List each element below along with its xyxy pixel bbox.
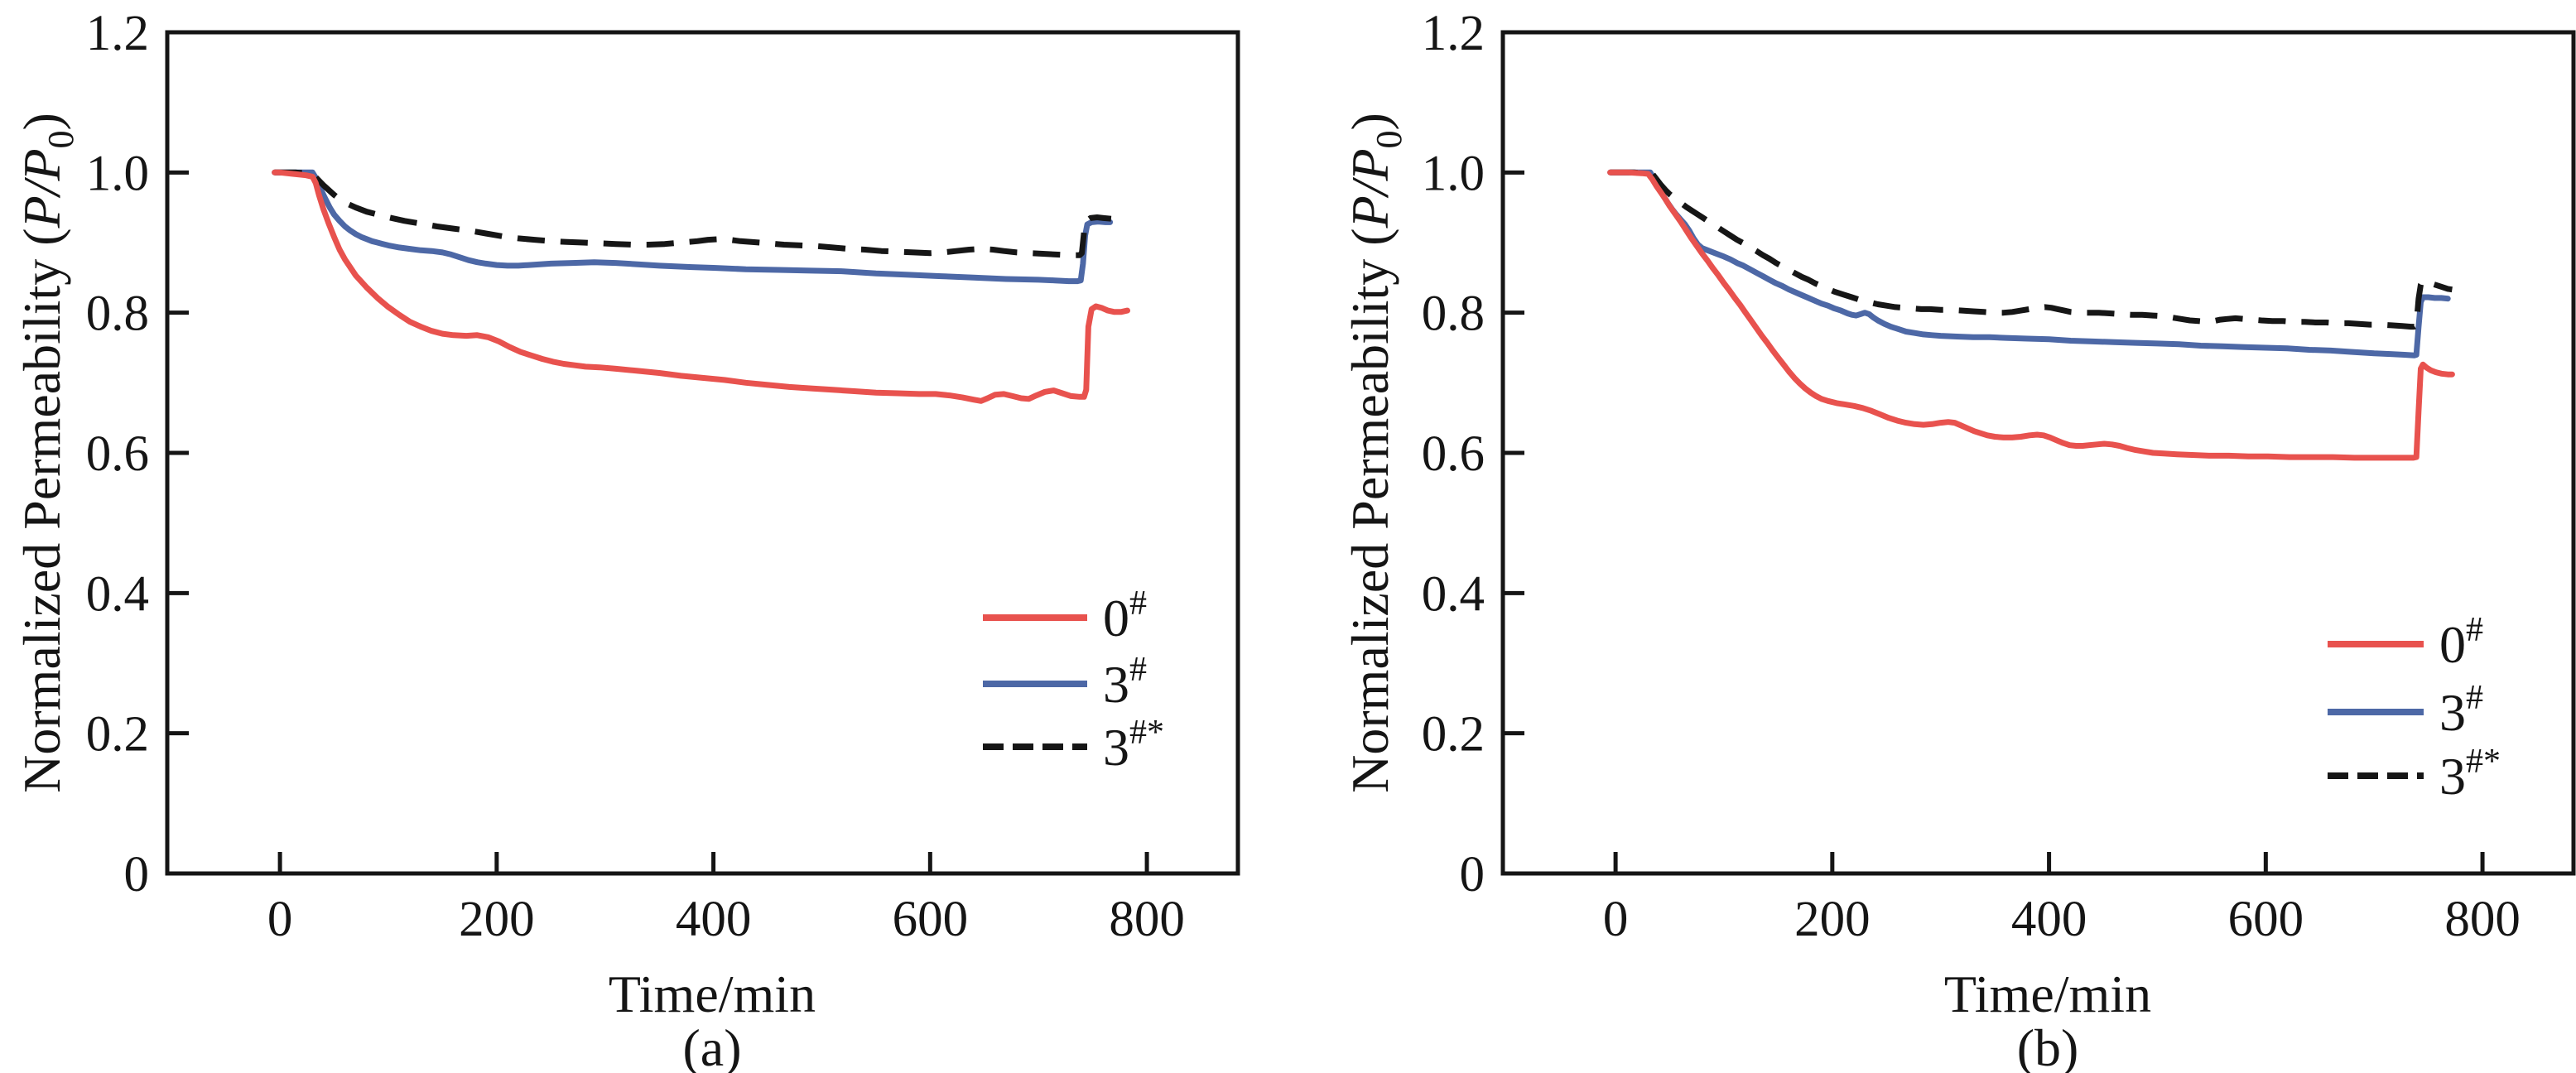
legend-b-label-blue: 3#: [2439, 679, 2483, 742]
y-tick-label-b: 0.4: [1422, 566, 1485, 622]
y-tick-label-b: 1.0: [1422, 146, 1485, 201]
y-axis-title-a: Normalized Permeability (P/P0): [12, 113, 81, 793]
x-tick-label-b: 600: [2228, 892, 2304, 947]
x-axis-title-a: Time/min: [609, 965, 816, 1023]
legend-a-label-dashed-main: 3: [1103, 718, 1129, 777]
legend-b-label-dashed-sup: #*: [2466, 743, 2501, 781]
y-tick-label-a: 0.4: [86, 566, 149, 622]
x-tick-label-a: 600: [893, 892, 969, 947]
legend-b-label-dashed: 3#*: [2439, 743, 2501, 806]
y-tick-label-a: 0.6: [86, 426, 149, 482]
panel-a: 0 200 400 600 800 0 0.2 0.4 0.6 0.8 1.0 1.2: [86, 6, 1240, 947]
legend-b: 0# 3# 3#*: [2328, 611, 2501, 806]
legend-b-label-red: 0#: [2439, 611, 2483, 674]
legend-a-label-red-main: 0: [1103, 589, 1129, 647]
legend-a-label-blue-main: 3: [1103, 655, 1129, 714]
y-tick-label-a: 1.0: [86, 146, 149, 201]
plot-border-b: [1500, 30, 2576, 876]
x-tick-label-a: 800: [1109, 892, 1185, 947]
legend-a-label-blue-sup: #: [1129, 651, 1147, 689]
series-line-3#*-b: [1610, 169, 2453, 330]
y-tick-label-b: 1.2: [1422, 6, 1485, 61]
legend-a-label-dashed-sup: #*: [1129, 714, 1164, 752]
legend-b-label-blue-main: 3: [2439, 683, 2466, 742]
panel-b: 0 200 400 600 800 0 0.2 0.4 0.6 0.8 1.0 1.2: [1422, 6, 2576, 947]
y-axis-title-a-suffix: ): [12, 113, 71, 130]
y-tick-label-a: 0: [124, 847, 150, 902]
y-axis-title-b: Normalized Permeability (P/P0): [1341, 113, 1409, 793]
series-line-0#-b: [1607, 169, 2455, 461]
legend-b-label-dashed-main: 3: [2439, 747, 2466, 806]
panel-caption-b: (b): [2017, 1018, 2079, 1073]
x-tick-label-b: 800: [2444, 892, 2521, 947]
x-tick-label-b: 200: [1794, 892, 1871, 947]
y-tick-label-b: 0.6: [1422, 426, 1485, 482]
generated-plot-layer: 0 200 400 600 800 0 0.2 0.4 0.6 0.8 1.0 1.2 0 200 400 6…: [86, 6, 2576, 947]
y-axis-title-a-italic: P/P: [12, 148, 71, 229]
x-tick-label-a: 0: [267, 892, 293, 947]
legend-a-label-red-sup: #: [1129, 585, 1147, 623]
y-axis-title-a-sub: 0: [41, 130, 81, 148]
y-axis-title-b-prefix: Normalized Permeability (: [1341, 228, 1399, 792]
y-tick-label-b: 0: [1460, 847, 1485, 902]
x-tick-label-a: 400: [676, 892, 752, 947]
panel-caption-a: (a): [682, 1018, 741, 1073]
legend-a-label-blue: 3#: [1103, 651, 1147, 714]
y-tick-label-a: 0.8: [86, 286, 149, 342]
y-axis-title-b-sub: 0: [1369, 130, 1409, 148]
series-line-3#-a: [272, 169, 1114, 285]
y-tick-label-b: 0.8: [1422, 286, 1485, 342]
y-axis-title-b-suffix: ): [1341, 113, 1399, 130]
legend-b-label-red-main: 0: [2439, 615, 2466, 674]
series-line-3#*-a: [274, 169, 1112, 258]
x-tick-label-b: 400: [2011, 892, 2087, 947]
legend-a-label-red: 0#: [1103, 585, 1147, 647]
y-tick-label-b: 0.2: [1422, 707, 1485, 763]
y-tick-label-a: 1.2: [86, 6, 149, 61]
y-axis-title-b-italic: P/P: [1341, 148, 1399, 229]
x-axis-title-b: Time/min: [1944, 965, 2151, 1023]
x-tick-label-b: 0: [1603, 892, 1629, 947]
series-line-0#-a: [272, 169, 1130, 404]
x-tick-label-a: 200: [459, 892, 535, 947]
legend-a-label-dashed: 3#*: [1103, 714, 1164, 777]
y-axis-title-a-prefix: Normalized Permeability (: [12, 228, 71, 792]
y-tick-label-a: 0.2: [86, 707, 149, 763]
static-labels-layer: Normalized Permeability (P/P0) Time/min …: [12, 113, 2501, 1073]
series-line-3#-b: [1607, 169, 2451, 358]
legend-a: 0# 3# 3#*: [983, 585, 1164, 777]
legend-b-label-red-sup: #: [2466, 611, 2483, 649]
legend-b-label-blue-sup: #: [2466, 679, 2483, 717]
